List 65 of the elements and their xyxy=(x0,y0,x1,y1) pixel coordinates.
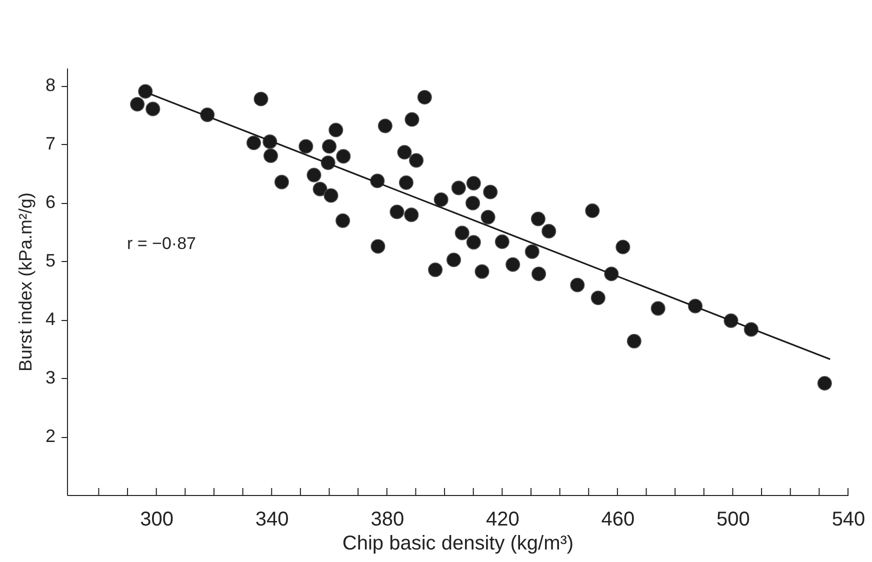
point xyxy=(370,239,386,254)
point xyxy=(263,148,278,164)
point xyxy=(466,176,481,191)
y-axis-title: Burst index (kPa.m²/g) xyxy=(15,192,36,372)
point xyxy=(474,264,490,279)
x-tick-label: 540 xyxy=(832,508,866,530)
point xyxy=(130,96,145,112)
point xyxy=(570,278,585,292)
point xyxy=(616,240,630,254)
point xyxy=(626,334,642,348)
point xyxy=(398,175,414,190)
point xyxy=(312,182,328,196)
x-tick-label: 380 xyxy=(370,508,404,530)
point xyxy=(428,262,443,278)
y-tick-label: 4 xyxy=(45,309,56,330)
point xyxy=(138,84,153,99)
point xyxy=(146,102,160,116)
x-tick-label: 340 xyxy=(255,508,289,530)
x-axis-title: Chip basic density (kg/m³) xyxy=(342,532,574,554)
y-tick-label: 6 xyxy=(45,192,56,212)
point xyxy=(817,376,832,391)
point xyxy=(404,208,419,222)
annotation: r = −0·87 xyxy=(127,234,196,253)
y-tick-label: 8 xyxy=(45,75,56,96)
point xyxy=(378,118,392,134)
point xyxy=(397,144,412,160)
point xyxy=(650,301,666,316)
point xyxy=(531,266,546,282)
point xyxy=(404,112,420,127)
point xyxy=(465,196,480,210)
point xyxy=(454,226,470,240)
y-tick-label: 3 xyxy=(45,368,56,388)
point xyxy=(480,210,496,224)
x-tick-label: 500 xyxy=(716,508,750,530)
point xyxy=(336,213,350,228)
point xyxy=(530,212,546,226)
x-tick-label: 420 xyxy=(486,508,520,530)
point xyxy=(494,234,510,250)
point xyxy=(324,188,338,203)
point xyxy=(524,244,540,259)
x-tick-label: 460 xyxy=(601,508,635,530)
point xyxy=(254,92,268,106)
point xyxy=(306,168,322,182)
point xyxy=(390,204,404,220)
point xyxy=(298,139,314,154)
point xyxy=(246,136,262,150)
point xyxy=(446,252,462,268)
point xyxy=(542,224,556,238)
point xyxy=(408,153,424,168)
x-tick-label: 300 xyxy=(140,508,174,530)
point xyxy=(466,235,481,250)
point xyxy=(434,192,448,207)
point xyxy=(451,180,466,196)
point xyxy=(328,122,344,138)
point xyxy=(585,203,600,218)
y-tick-label: 7 xyxy=(45,134,56,154)
point xyxy=(417,90,432,105)
y-tick-label: 2 xyxy=(45,426,56,446)
y-tick-label: 5 xyxy=(45,250,56,271)
point xyxy=(590,290,606,306)
point xyxy=(506,257,520,272)
point xyxy=(322,139,337,154)
point xyxy=(274,174,289,190)
point xyxy=(483,184,498,200)
point xyxy=(336,149,351,164)
